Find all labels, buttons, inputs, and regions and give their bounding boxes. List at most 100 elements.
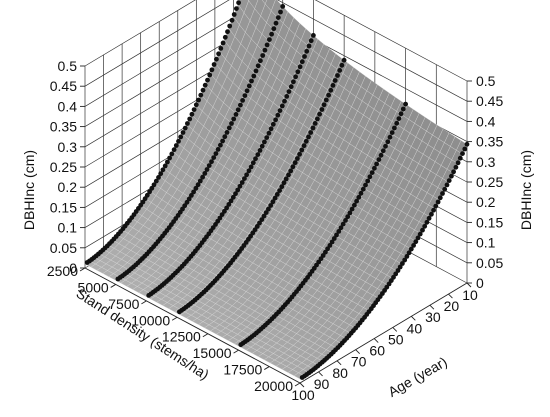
observed-point (271, 26, 277, 32)
observed-point (193, 102, 199, 108)
observed-point (144, 192, 150, 198)
observed-point (209, 159, 214, 165)
observed-point (209, 67, 215, 73)
observed-point (264, 135, 270, 141)
observed-point (273, 20, 279, 26)
observed-point (244, 88, 250, 94)
observed-point (244, 172, 250, 178)
observed-point (317, 111, 322, 117)
observed-point (171, 147, 177, 153)
observed-point (235, 187, 241, 193)
observed-point (257, 220, 262, 226)
observed-point (283, 176, 289, 182)
observed-point (363, 182, 368, 188)
density-tick-label: 7500 (108, 296, 139, 312)
observed-point (228, 198, 234, 204)
observed-point (389, 130, 395, 136)
z-tick-label-left: 0.3 (58, 139, 78, 155)
observed-point (411, 243, 416, 248)
observed-point (186, 196, 192, 202)
z-tick-label-right: 0.2 (476, 194, 496, 210)
density-tick (79, 267, 86, 272)
observed-point (277, 108, 283, 113)
observed-point (462, 146, 468, 152)
age-tick (355, 349, 360, 354)
observed-point (242, 176, 247, 182)
density-tick (141, 300, 147, 305)
observed-point (270, 121, 276, 127)
observed-point (246, 168, 252, 174)
observed-point (299, 147, 305, 153)
observed-point (302, 54, 307, 59)
observed-point (352, 202, 357, 208)
observed-point (149, 185, 155, 191)
observed-point (413, 239, 419, 245)
observed-point (156, 175, 161, 180)
observed-point (211, 155, 217, 161)
observed-point (270, 199, 276, 205)
observed-point (282, 98, 287, 104)
z-tick-label-right: 0.1 (476, 235, 496, 251)
observed-point (220, 40, 226, 46)
observed-point (269, 31, 274, 37)
observed-point (187, 116, 193, 122)
z-tick-label-left: 0.15 (50, 199, 77, 215)
observed-point (329, 239, 335, 245)
observed-point (403, 101, 408, 107)
density-tick-label: 10000 (131, 312, 170, 328)
observed-point (231, 12, 237, 17)
observed-point (262, 47, 268, 53)
observed-point (167, 155, 173, 161)
floor-front-left-edge (84, 267, 301, 384)
observed-point (292, 160, 298, 166)
z-tick-label-right: 0.45 (476, 93, 503, 109)
density-tick-label: 20000 (254, 378, 293, 394)
observed-point (169, 151, 175, 157)
observed-point (308, 130, 314, 135)
observed-point (278, 9, 283, 15)
density-tick-label: 5000 (78, 279, 109, 295)
observed-point (422, 223, 428, 229)
observed-point (255, 152, 261, 158)
observed-point (339, 62, 345, 68)
observed-point (299, 59, 305, 65)
observed-point (257, 148, 263, 153)
observed-point (229, 17, 235, 23)
observed-point (453, 164, 459, 170)
z-tick-label-left: 0.1 (58, 220, 78, 236)
observed-point (284, 94, 290, 99)
observed-point (222, 34, 228, 40)
z-tick-label-right: 0.4 (476, 113, 496, 129)
observed-point (266, 206, 271, 212)
age-tick-label: 40 (407, 320, 423, 336)
z-tick-label-right: 0 (476, 275, 484, 291)
observed-point (354, 198, 359, 204)
observed-point (398, 111, 404, 117)
observed-point (303, 138, 309, 144)
observed-point (295, 69, 301, 75)
observed-point (394, 120, 400, 126)
observed-point (153, 178, 159, 184)
observed-point (204, 167, 210, 172)
observed-point (258, 58, 263, 64)
observed-point (84, 260, 90, 265)
observed-point (180, 130, 186, 135)
observed-point (286, 172, 291, 178)
observed-point (392, 125, 397, 131)
observed-point (281, 180, 287, 186)
observed-point (306, 134, 311, 140)
observed-point (200, 174, 206, 180)
observed-point (248, 164, 254, 170)
observed-point (266, 130, 272, 136)
observed-point (231, 116, 237, 122)
observed-point (219, 212, 225, 218)
observed-point (224, 130, 230, 135)
observed-point (242, 93, 248, 98)
observed-point (196, 97, 202, 103)
observed-point (326, 92, 331, 98)
density-tick-label: 15000 (193, 345, 232, 361)
z-tick-label-right: 0.3 (476, 154, 496, 170)
observed-point (312, 121, 318, 126)
observed-point (457, 155, 463, 161)
age-tick (429, 304, 435, 310)
